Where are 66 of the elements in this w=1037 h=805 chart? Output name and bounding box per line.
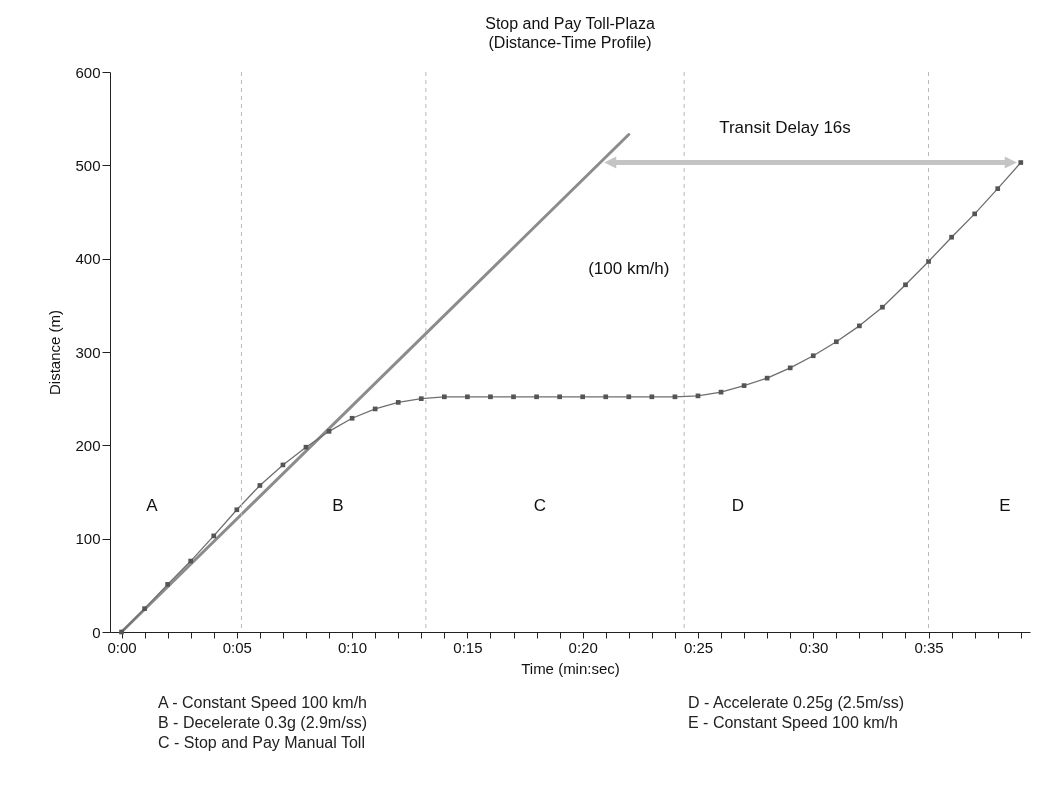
- text: C - Stop and Pay Manual Toll: [158, 733, 366, 753]
- point: [303, 444, 309, 450]
- point: [557, 394, 562, 400]
- annotation: Transit Delay 16s: [719, 118, 851, 138]
- annotation: D: [731, 496, 745, 516]
- x-tick-label: 0:20: [568, 638, 598, 656]
- point: [142, 606, 147, 612]
- y-tick-label: 400: [75, 250, 101, 268]
- point: [165, 582, 170, 587]
- y-tick-label: 500: [75, 156, 101, 174]
- point: [211, 533, 217, 539]
- x-tick-label: 0:25: [683, 638, 714, 656]
- annotation: B: [332, 496, 344, 516]
- point: [903, 282, 908, 288]
- y-tick-label: 300: [75, 343, 101, 361]
- text: E - Constant Speed 100 km/h: [688, 713, 899, 733]
- point: [511, 394, 516, 400]
- point: [441, 394, 447, 400]
- point: [534, 394, 539, 400]
- text: D - Accelerate 0.25g (2.5m/ss): [688, 693, 906, 713]
- point: [949, 234, 954, 240]
- annotation: C: [533, 496, 547, 516]
- point: [488, 394, 493, 400]
- point: [833, 339, 839, 345]
- point: [465, 394, 470, 400]
- point: [626, 394, 632, 400]
- y-tick-label: 0: [92, 623, 101, 641]
- point: [372, 406, 378, 412]
- point: [234, 507, 240, 513]
- point: [857, 323, 862, 329]
- annotation: A: [146, 496, 158, 516]
- point: [257, 483, 263, 488]
- point: [326, 428, 332, 434]
- x-tick-label: 0:05: [222, 638, 252, 656]
- x-tick-label: 0:35: [914, 638, 944, 656]
- point: [418, 396, 424, 402]
- point: [395, 400, 401, 405]
- chart-title: Stop and Pay Toll-Plaza: [485, 15, 655, 32]
- x-tick-label: 0:15: [453, 638, 483, 656]
- x-tick-label: 0:10: [338, 638, 368, 656]
- point: [603, 394, 609, 400]
- x-tick-label: 0:30: [799, 638, 829, 656]
- y-tick-label: 200: [75, 436, 101, 454]
- annotation: E: [999, 496, 1011, 516]
- text: A - Constant Speed 100 km/h: [158, 693, 368, 713]
- text: (100 km/h): [588, 258, 670, 278]
- y-tick-label: 100: [75, 530, 101, 548]
- text: B - Decelerate 0.3g (2.9m/ss): [158, 713, 368, 733]
- point: [926, 259, 931, 264]
- point: [580, 394, 586, 400]
- point: [349, 415, 355, 421]
- point: [995, 186, 1001, 192]
- point: [787, 365, 793, 371]
- x-axis-title: Time (min:sec): [521, 659, 620, 677]
- point: [880, 304, 885, 310]
- point: [649, 394, 655, 400]
- point: [972, 211, 978, 217]
- x-tick-label: 0:00: [107, 638, 137, 656]
- y-tick-label: 600: [75, 63, 101, 81]
- point: [741, 383, 747, 388]
- y-axis-title: Distance (m): [46, 309, 64, 396]
- point: [1018, 160, 1024, 165]
- chart-subtitle: (Distance-Time Profile): [488, 34, 652, 51]
- point: [188, 558, 194, 564]
- point: [672, 394, 678, 400]
- point: [810, 353, 816, 359]
